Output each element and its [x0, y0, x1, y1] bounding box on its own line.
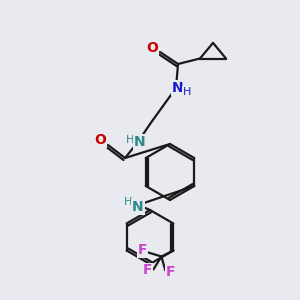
Text: O: O — [94, 133, 106, 147]
Text: O: O — [146, 41, 158, 55]
Text: H: H — [126, 135, 134, 145]
Text: N: N — [172, 81, 184, 95]
Text: F: F — [138, 244, 147, 257]
Text: F: F — [166, 266, 175, 280]
Text: N: N — [132, 200, 144, 214]
Text: H: H — [183, 87, 191, 97]
Text: H: H — [124, 197, 132, 207]
Text: N: N — [134, 135, 146, 149]
Text: F: F — [142, 263, 152, 278]
